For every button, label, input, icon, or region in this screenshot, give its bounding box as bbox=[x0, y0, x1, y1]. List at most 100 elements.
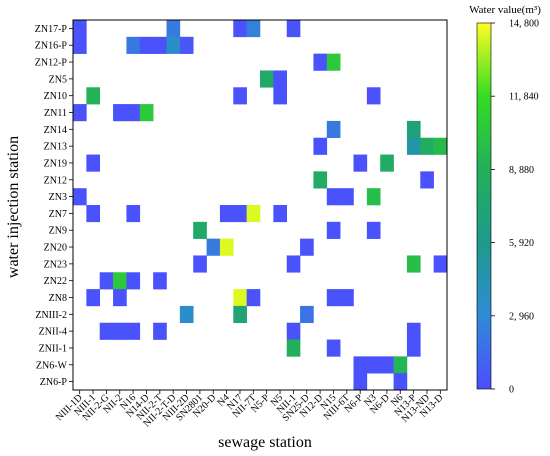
heatmap-cell bbox=[126, 36, 141, 54]
heatmap-cell bbox=[126, 272, 141, 290]
heatmap-cell bbox=[233, 20, 247, 38]
heatmap-cell bbox=[233, 205, 247, 223]
heatmap-cell bbox=[340, 188, 354, 206]
y-tick-label: ZN22 bbox=[44, 276, 67, 287]
y-axis-ticks: ZN17-P ZN16-P ZN12-P ZN5 ZN10 ZN11 ZN14 ZN13 ZN1… bbox=[35, 24, 73, 388]
heatmap-cell bbox=[153, 322, 167, 340]
colorbar-tick-label: 11, 840 bbox=[509, 92, 539, 103]
y-axis-title: water injection station bbox=[5, 136, 22, 278]
y-tick-label: ZN8 bbox=[49, 293, 67, 304]
heatmap-cell bbox=[326, 188, 341, 206]
heatmap-cell bbox=[420, 137, 434, 155]
heatmap-cell bbox=[406, 137, 421, 155]
heatmap-cell bbox=[326, 120, 341, 139]
x-axis-ticks: NIII-1DNIII-1NII-2-GNII-2N16N14-DNII-2-T… bbox=[54, 390, 445, 429]
heatmap-cell bbox=[326, 339, 341, 357]
heatmap-cell bbox=[406, 255, 421, 273]
heatmap-cell bbox=[353, 356, 368, 374]
heatmap-cell bbox=[86, 154, 101, 172]
heatmap-cell bbox=[380, 356, 394, 374]
heatmap-cell bbox=[433, 137, 448, 155]
y-tick-label: ZN3 bbox=[49, 192, 67, 203]
heatmap-cell bbox=[353, 373, 368, 391]
heatmap-cell bbox=[393, 356, 408, 374]
heatmap-cell bbox=[73, 188, 87, 206]
heatmap-cell bbox=[433, 255, 448, 273]
heatmap-cell bbox=[99, 272, 114, 290]
heatmap-cell bbox=[286, 20, 301, 38]
heatmap-cell bbox=[406, 120, 421, 139]
y-tick-label: ZN13 bbox=[44, 142, 67, 153]
heatmap-cell bbox=[300, 305, 314, 324]
heatmap-cell bbox=[86, 205, 101, 223]
heatmap-cell bbox=[86, 289, 101, 307]
y-tick-label: ZN7 bbox=[49, 209, 67, 220]
y-tick-label: ZN23 bbox=[44, 259, 67, 270]
colorbar-tick-label: 5, 920 bbox=[509, 238, 534, 249]
colorbar-ticks: 0 2, 960 5, 920 8, 880 11, 840 14, 800 bbox=[491, 19, 539, 396]
heatmap-cell bbox=[380, 154, 394, 172]
heatmap-cell bbox=[219, 205, 234, 223]
heatmap-cell bbox=[286, 339, 301, 357]
y-tick-label: ZN17-P bbox=[35, 24, 68, 35]
y-tick-label: ZN12 bbox=[44, 175, 67, 186]
heatmap-cell bbox=[313, 171, 328, 189]
colorbar-tick-label: 2, 960 bbox=[509, 311, 534, 322]
y-tick-label: ZN6-W bbox=[36, 360, 68, 371]
y-tick-label: ZN12-P bbox=[35, 58, 68, 69]
heatmap-cell bbox=[179, 36, 194, 54]
heatmap-cell bbox=[99, 322, 114, 340]
heatmap-cell bbox=[86, 87, 101, 105]
heatmap-cell bbox=[113, 272, 127, 290]
y-tick-label: ZNIII-2 bbox=[35, 310, 67, 321]
heatmap-cell bbox=[126, 322, 141, 340]
y-tick-label: ZN6-P bbox=[40, 377, 68, 388]
colorbar-tick-label: 0 bbox=[509, 385, 514, 396]
heatmap-cell bbox=[233, 289, 247, 307]
heatmap-cell bbox=[286, 255, 301, 273]
colorbar-tick-label: 14, 800 bbox=[509, 19, 539, 30]
colorbar-tick-label: 8, 880 bbox=[509, 165, 534, 176]
heatmap-cell bbox=[246, 289, 261, 307]
heatmap-cell bbox=[273, 70, 288, 88]
y-tick-label: ZN19 bbox=[44, 158, 67, 169]
colorbar: Water value(m³) 0 2, 960 5, 920 8, 880 11, 8… bbox=[469, 4, 541, 396]
y-tick-label: ZN10 bbox=[44, 91, 67, 102]
heatmap-cell bbox=[219, 238, 234, 256]
heatmap-cell bbox=[193, 221, 207, 239]
heatmap-cell bbox=[153, 36, 167, 54]
y-tick-label: ZNII-1 bbox=[39, 343, 67, 354]
heatmap-cell bbox=[206, 238, 221, 256]
y-tick-label: ZNII-4 bbox=[39, 327, 67, 338]
heatmap-cell bbox=[366, 221, 381, 239]
heatmap-cell bbox=[126, 205, 141, 223]
heatmap-cell bbox=[233, 87, 247, 105]
heatmap-cell bbox=[406, 322, 421, 340]
heatmap-cell bbox=[406, 339, 421, 357]
y-tick-label: ZN9 bbox=[49, 226, 67, 237]
plot-frame bbox=[72, 19, 448, 391]
heatmap-cell bbox=[313, 53, 328, 71]
heatmap-cell bbox=[340, 289, 354, 307]
heatmap-cell bbox=[366, 87, 381, 105]
heatmap-cell bbox=[286, 322, 301, 340]
x-axis-title: sewage station bbox=[218, 434, 312, 451]
heatmap-cell bbox=[353, 154, 368, 172]
heatmap-cell bbox=[326, 221, 341, 239]
heatmap-cell bbox=[113, 322, 127, 340]
y-tick-label: ZN20 bbox=[44, 243, 67, 254]
heatmap-cell bbox=[313, 137, 328, 155]
heatmap-cell bbox=[366, 188, 381, 206]
colorbar-title: Water value(m³) bbox=[469, 4, 541, 16]
heatmap-cell bbox=[420, 171, 434, 189]
heatmap-cell bbox=[139, 36, 154, 54]
heatmap-cell bbox=[300, 238, 314, 256]
heatmap-cell bbox=[233, 305, 247, 324]
y-tick-label: ZN5 bbox=[49, 74, 67, 85]
heatmap-cell bbox=[126, 104, 141, 122]
heatmap-cell bbox=[260, 70, 274, 88]
heatmap-cell bbox=[139, 104, 154, 122]
heatmap-cell bbox=[113, 289, 127, 307]
heatmap-cell bbox=[366, 356, 381, 374]
